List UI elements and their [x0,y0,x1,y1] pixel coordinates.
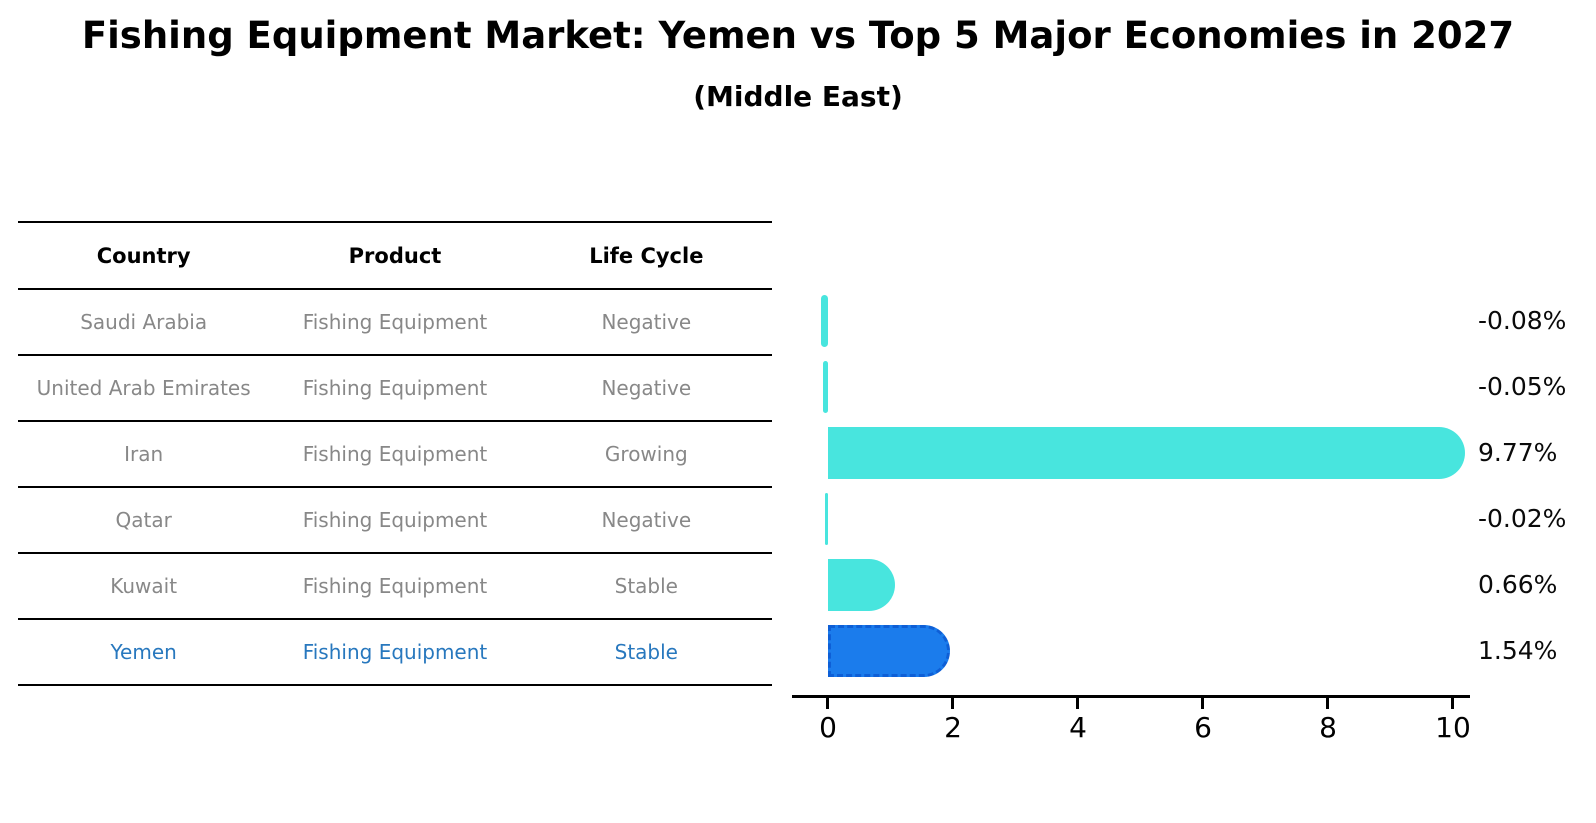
value-label-saudi-arabia: -0.08% [1478,306,1567,335]
table-header-row: Country Product Life Cycle [18,223,772,290]
cell-country: Kuwait [110,574,178,598]
value-label-kuwait: 0.66% [1478,570,1558,599]
bar-kuwait [828,559,896,611]
cell-product: Fishing Equipment [302,442,488,466]
value-label-iran: 9.77% [1478,438,1558,467]
cell-life-cycle: Growing [604,442,688,466]
cell-country: United Arab Emirates [36,376,251,400]
x-axis-tick-10 [1451,698,1454,709]
value-label-united-arab-emirates: -0.05% [1478,372,1567,401]
table-row-iran: Iran Fishing Equipment Growing [18,422,772,488]
bar-saudi-arabia [821,295,828,347]
x-axis-tick-label-4: 4 [1069,711,1087,744]
column-header-country: Country [96,243,191,268]
cell-life-cycle: Negative [601,310,692,334]
x-axis-tick-0 [826,698,829,709]
bar-iran [828,427,1465,479]
cell-life-cycle: Stable [614,574,678,598]
value-label-yemen: 1.54% [1478,636,1558,665]
cell-product: Fishing Equipment [302,376,488,400]
cell-product: Fishing Equipment [302,574,488,598]
x-axis-line [792,695,1470,698]
x-axis-tick-2 [951,698,954,709]
x-axis-tick-8 [1326,698,1329,709]
bar-qatar [824,493,828,545]
chart-subtitle: (Middle East) [693,80,903,113]
data-table: Country Product Life Cycle Saudi Arabia … [18,221,772,686]
cell-product: Fishing Equipment [302,508,488,532]
x-axis-tick-label-0: 0 [819,711,837,744]
chart-title: Fishing Equipment Market: Yemen vs Top 5… [81,14,1515,57]
x-axis-tick-6 [1201,698,1204,709]
table-row-qatar: Qatar Fishing Equipment Negative [18,488,772,554]
cell-country: Qatar [115,508,172,532]
bar-united-arab-emirates [822,361,828,413]
column-header-product: Product [348,243,442,268]
cell-country: Saudi Arabia [80,310,208,334]
value-label-qatar: -0.02% [1478,504,1567,533]
cell-country: Iran [124,442,164,466]
x-axis-tick-label-2: 2 [944,711,962,744]
x-axis-tick-label-10: 10 [1435,711,1471,744]
cell-life-cycle: Negative [601,508,692,532]
bar-yemen-highlighted [828,625,951,677]
x-axis-tick-label-6: 6 [1194,711,1212,744]
cell-life-cycle: Stable [614,640,678,664]
table-row-yemen-highlighted: Yemen Fishing Equipment Stable [18,620,772,686]
column-header-life-cycle: Life Cycle [589,243,704,268]
cell-product: Fishing Equipment [302,640,488,664]
table-row-kuwait: Kuwait Fishing Equipment Stable [18,554,772,620]
table-row-united-arab-emirates: United Arab Emirates Fishing Equipment N… [18,356,772,422]
x-axis-tick-label-8: 8 [1319,711,1337,744]
cell-product: Fishing Equipment [302,310,488,334]
x-axis-tick-4 [1076,698,1079,709]
cell-country: Yemen [110,640,177,664]
cell-life-cycle: Negative [601,376,692,400]
table-row-saudi-arabia: Saudi Arabia Fishing Equipment Negative [18,290,772,356]
